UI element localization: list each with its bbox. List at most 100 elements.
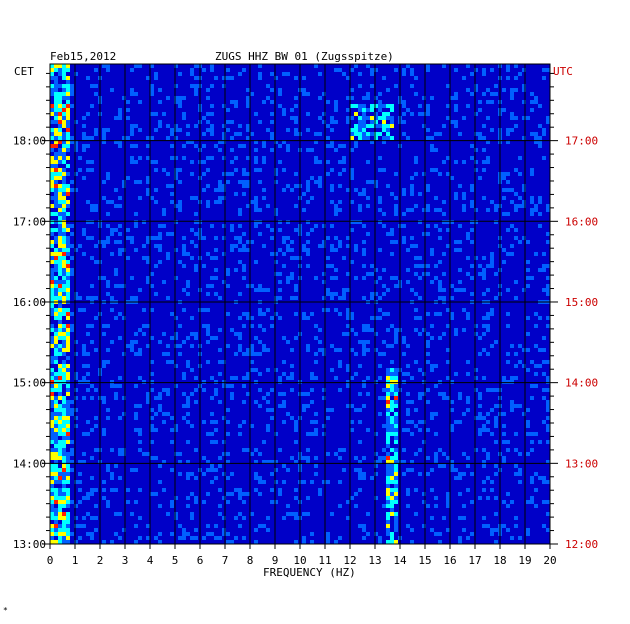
spectrogram-cell xyxy=(394,392,398,396)
spectrogram-cell xyxy=(418,472,422,476)
spectrogram-cell xyxy=(330,116,334,120)
spectrogram-cell xyxy=(94,208,98,212)
spectrogram-cell xyxy=(366,232,370,236)
spectrogram-cell xyxy=(226,284,230,288)
spectrogram-cell xyxy=(294,424,298,428)
spectrogram-cell xyxy=(50,168,54,172)
spectrogram-cell xyxy=(82,516,86,520)
spectrogram-cell xyxy=(386,128,390,132)
spectrogram-cell xyxy=(70,500,74,504)
spectrogram-cell xyxy=(214,536,218,540)
spectrogram-cell xyxy=(318,348,322,352)
spectrogram-cell xyxy=(58,416,62,420)
spectrogram-cell xyxy=(422,524,426,528)
spectrogram-cell xyxy=(114,532,118,536)
spectrogram-cell xyxy=(106,324,110,328)
spectrogram-cell xyxy=(130,160,134,164)
spectrogram-cell xyxy=(350,96,354,100)
spectrogram-cell xyxy=(494,404,498,408)
spectrogram-cell xyxy=(378,92,382,96)
spectrogram-cell xyxy=(386,480,390,484)
spectrogram-cell xyxy=(218,328,222,332)
spectrogram-cell xyxy=(390,500,394,504)
spectrogram-cell xyxy=(442,332,446,336)
spectrogram-cell xyxy=(246,180,250,184)
spectrogram-cell xyxy=(314,160,318,164)
spectrogram-cell xyxy=(66,496,70,500)
spectrogram-cell xyxy=(54,464,58,468)
spectrogram-cell xyxy=(58,176,62,180)
spectrogram-cell xyxy=(378,456,382,460)
spectrogram-cell xyxy=(54,64,58,68)
spectrogram-cell xyxy=(66,436,70,440)
spectrogram-cell xyxy=(242,384,246,388)
spectrogram-cell xyxy=(350,136,354,140)
spectrogram-cell xyxy=(54,328,58,332)
spectrogram-cell xyxy=(102,540,106,544)
spectrogram-cell xyxy=(66,200,70,204)
spectrogram-cell xyxy=(502,188,506,192)
spectrogram-cell xyxy=(374,496,378,500)
spectrogram-cell xyxy=(138,516,142,520)
spectrogram-cell xyxy=(430,148,434,152)
spectrogram-cell xyxy=(310,532,314,536)
spectrogram-cell xyxy=(282,112,286,116)
spectrogram-cell xyxy=(134,524,138,528)
spectrogram-cell xyxy=(234,192,238,196)
spectrogram-cell xyxy=(482,348,486,352)
spectrogram-cell xyxy=(66,492,70,496)
spectrogram-cell xyxy=(58,84,62,88)
spectrogram-cell xyxy=(362,536,366,540)
spectrogram-cell xyxy=(62,240,66,244)
spectrogram-cell xyxy=(350,404,354,408)
spectrogram-cell xyxy=(522,236,526,240)
spectrogram-cell xyxy=(262,196,266,200)
spectrogram-cell xyxy=(294,540,298,544)
spectrogram-cell xyxy=(130,344,134,348)
spectrogram-cell xyxy=(246,136,250,140)
spectrogram-cell xyxy=(478,176,482,180)
spectrogram-cell xyxy=(62,144,66,148)
spectrogram-cell xyxy=(102,396,106,400)
spectrogram-cell xyxy=(270,132,274,136)
spectrogram-cell xyxy=(130,296,134,300)
spectrogram-cell xyxy=(70,324,74,328)
spectrogram-cell xyxy=(50,384,54,388)
spectrogram-cell xyxy=(546,264,550,268)
spectrogram-cell xyxy=(134,220,138,224)
spectrogram-cell xyxy=(530,196,534,200)
spectrogram-cell xyxy=(522,204,526,208)
spectrogram-cell xyxy=(358,136,362,140)
spectrogram-cell xyxy=(542,476,546,480)
spectrogram-cell xyxy=(262,396,266,400)
spectrogram-cell xyxy=(322,280,326,284)
spectrogram-cell xyxy=(58,248,62,252)
spectrogram-cell xyxy=(58,404,62,408)
spectrogram-cell xyxy=(74,396,78,400)
spectrogram-cell xyxy=(58,304,62,308)
spectrogram-cell xyxy=(406,428,410,432)
spectrogram-cell xyxy=(534,140,538,144)
spectrogram-cell xyxy=(258,308,262,312)
spectrogram-cell xyxy=(66,356,70,360)
spectrogram-cell xyxy=(346,368,350,372)
spectrogram-cell xyxy=(250,316,254,320)
spectrogram-cell xyxy=(386,184,390,188)
spectrogram-cell xyxy=(390,368,394,372)
spectrogram-cell xyxy=(474,220,478,224)
spectrogram-cell xyxy=(122,284,126,288)
spectrogram-cell xyxy=(178,168,182,172)
spectrogram-cell xyxy=(86,324,90,328)
spectrogram-cell xyxy=(542,264,546,268)
spectrogram-cell xyxy=(202,380,206,384)
spectrogram-cell xyxy=(410,72,414,76)
spectrogram-cell xyxy=(358,116,362,120)
spectrogram-cell xyxy=(222,184,226,188)
spectrogram-cell xyxy=(306,252,310,256)
spectrogram-cell xyxy=(174,516,178,520)
spectrogram-cell xyxy=(58,364,62,368)
spectrogram-cell xyxy=(82,380,86,384)
spectrogram-cell xyxy=(150,196,154,200)
spectrogram-cell xyxy=(266,424,270,428)
spectrogram-cell xyxy=(286,340,290,344)
